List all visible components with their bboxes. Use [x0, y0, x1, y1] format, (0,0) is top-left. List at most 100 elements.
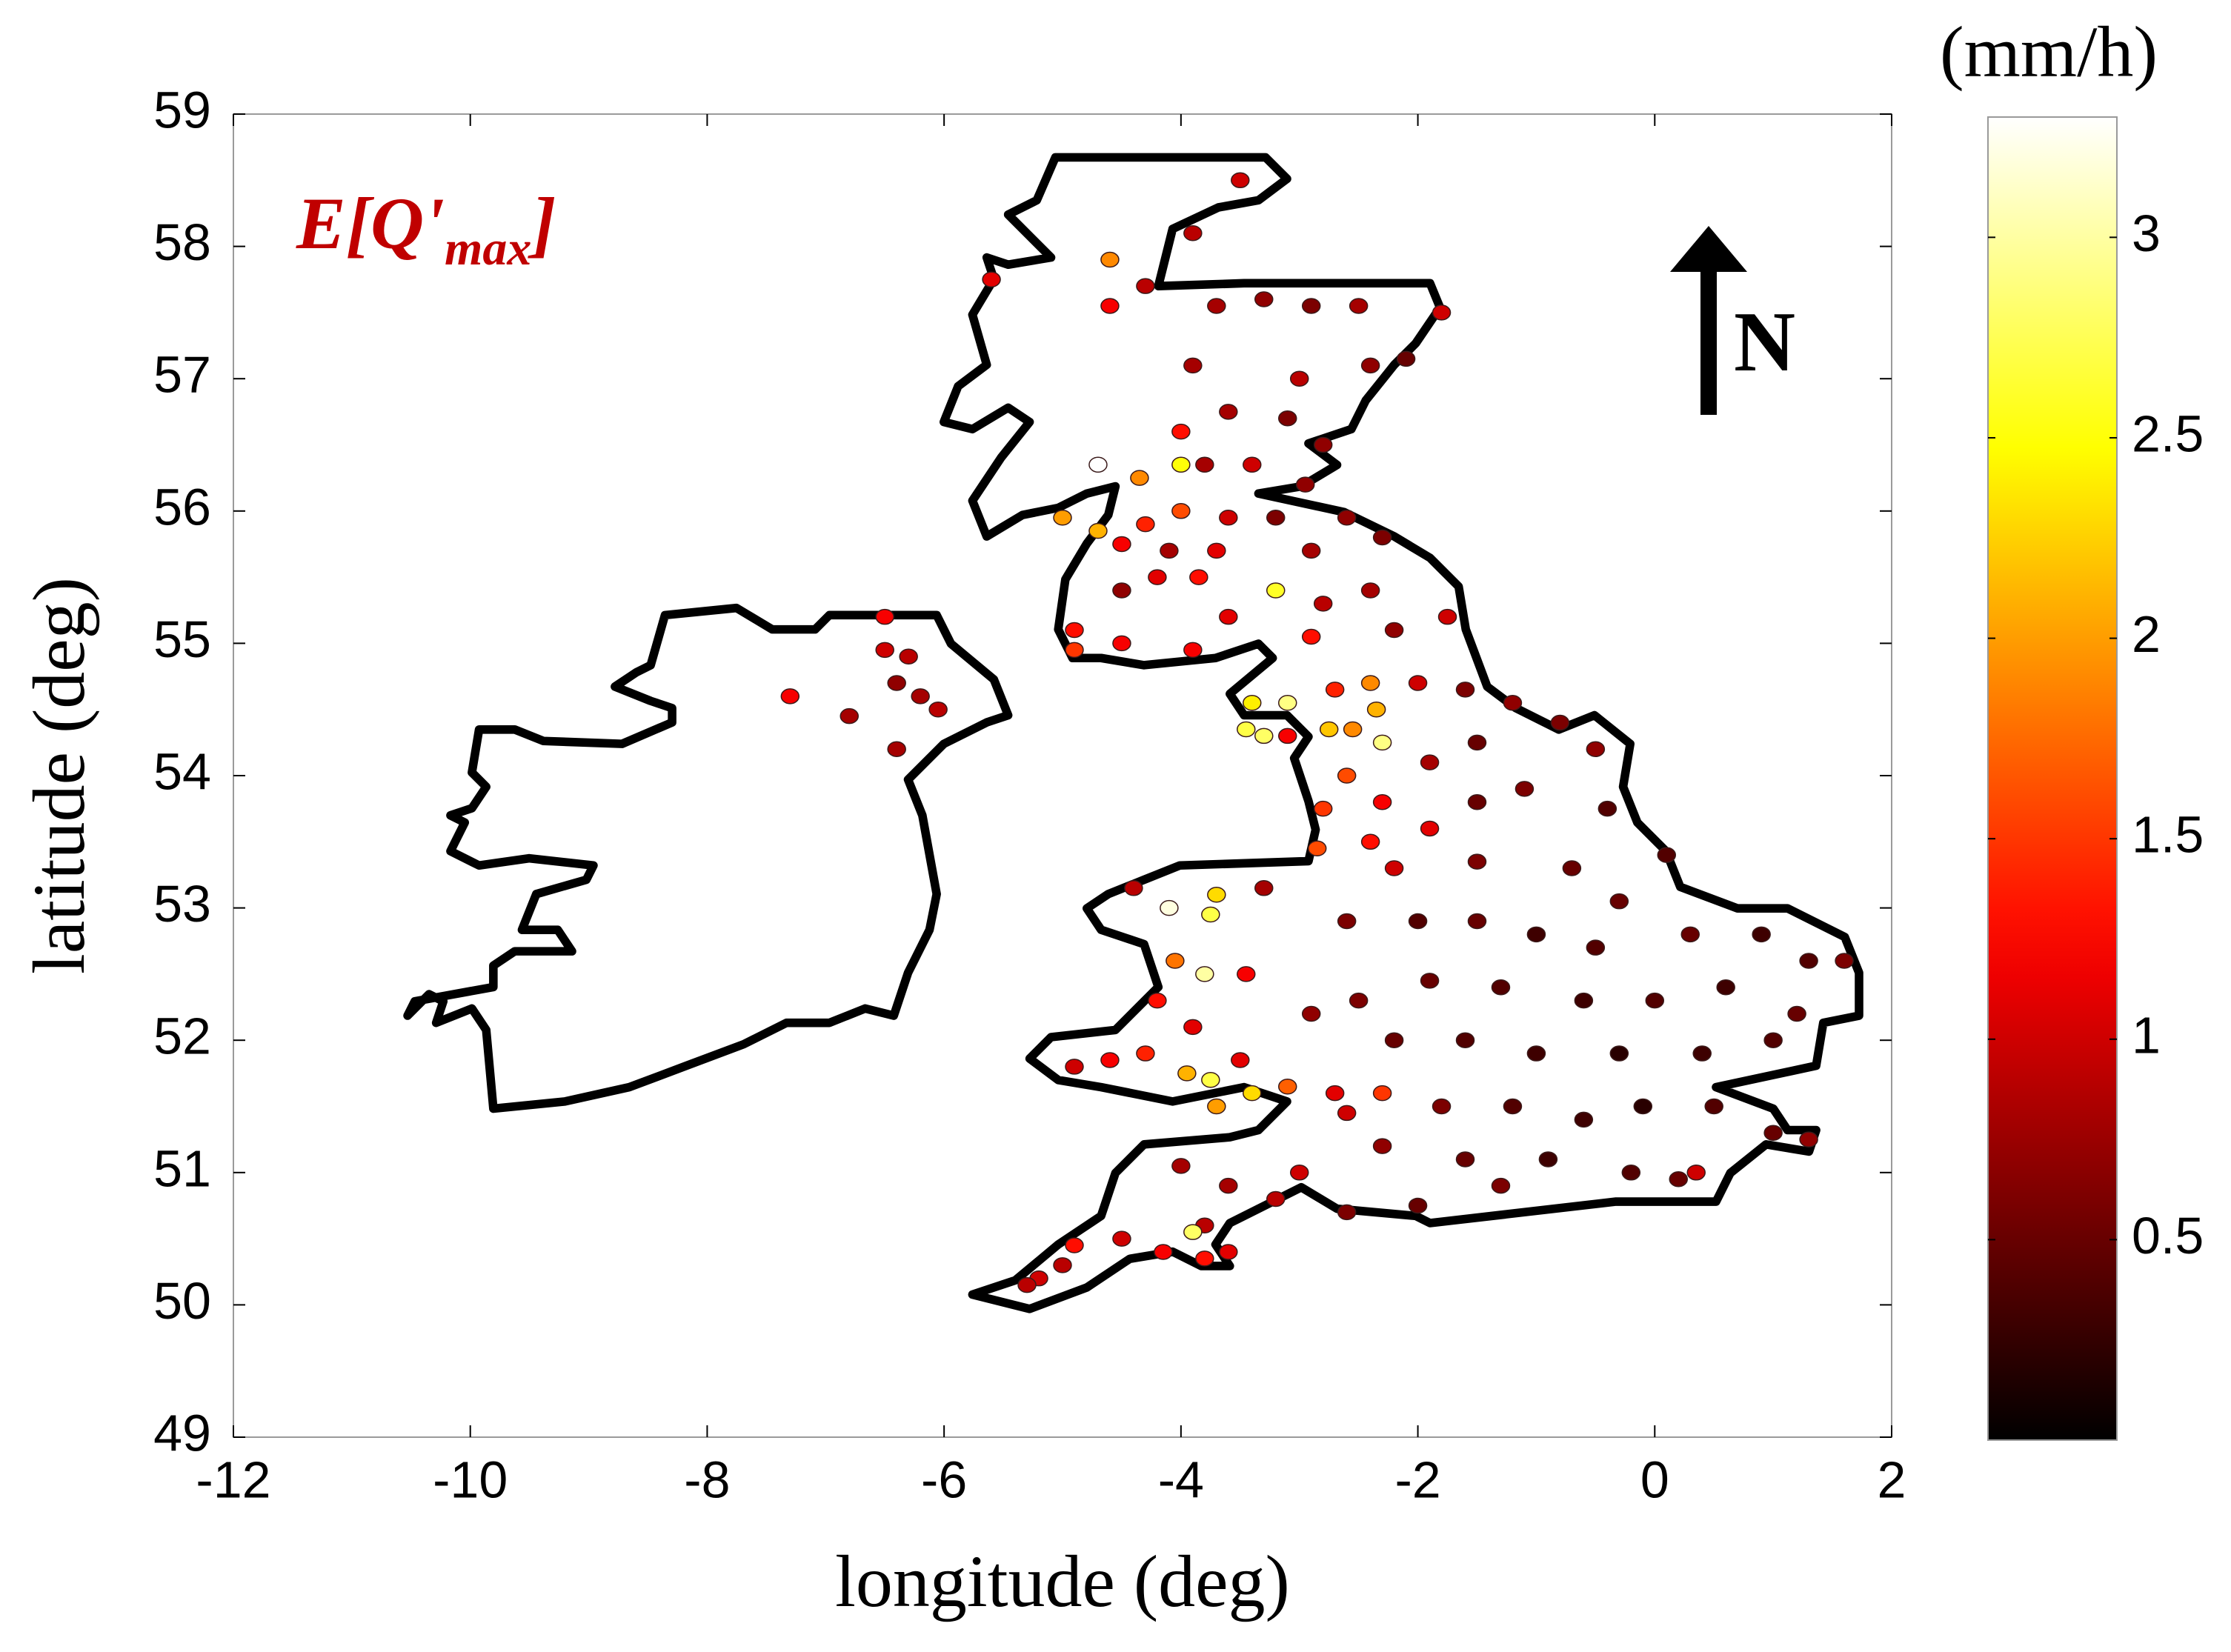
station-point — [982, 271, 1001, 287]
y-tick-label: 56 — [153, 478, 211, 536]
annotation-close: ] — [527, 182, 556, 264]
colorbar-tick-label: 2.5 — [2132, 404, 2204, 462]
station-point — [1183, 224, 1203, 242]
station-point — [1189, 569, 1208, 585]
station-point — [1160, 542, 1179, 559]
station-point — [1372, 529, 1392, 546]
plot-area — [233, 113, 1892, 1438]
annotation-main: E[Q' — [296, 182, 445, 264]
station-point — [1207, 298, 1226, 314]
station-point — [1136, 278, 1155, 294]
station-point — [1455, 682, 1475, 698]
station-point — [1124, 880, 1143, 896]
station-point — [1171, 503, 1191, 519]
great-britain-outline — [940, 153, 1863, 1313]
station-point — [1420, 820, 1440, 837]
station-point — [1065, 642, 1084, 659]
station-point — [1148, 569, 1167, 585]
station-point — [839, 707, 860, 725]
station-point — [1503, 1098, 1523, 1115]
x-tick-label: -10 — [433, 1451, 508, 1508]
station-point — [1337, 767, 1357, 784]
station-point — [1669, 1170, 1689, 1188]
station-point — [1586, 939, 1606, 956]
station-point — [1195, 1250, 1214, 1267]
y-tick-label: 58 — [153, 213, 211, 271]
station-point — [1372, 1138, 1392, 1154]
station-point — [1289, 1165, 1309, 1181]
station-point — [1586, 741, 1606, 758]
x-tick-label: -4 — [1158, 1451, 1204, 1508]
station-point — [1420, 754, 1440, 770]
station-point — [1621, 1165, 1641, 1181]
y-tick-label: 50 — [153, 1272, 211, 1330]
station-point — [875, 608, 894, 625]
y-tick-label: 59 — [153, 81, 211, 139]
station-point — [1237, 966, 1256, 982]
station-point — [1266, 582, 1286, 599]
north-arrow-head — [1670, 226, 1747, 272]
station-point — [1112, 635, 1131, 652]
station-point — [1349, 992, 1369, 1009]
colorbar — [1987, 116, 2118, 1441]
station-point — [1467, 853, 1487, 870]
station-point — [887, 741, 906, 758]
station-point — [1195, 456, 1214, 473]
station-point — [1337, 509, 1357, 526]
station-point — [1183, 1019, 1203, 1036]
station-point — [1574, 992, 1594, 1009]
station-point — [1289, 370, 1309, 387]
station-point — [1088, 456, 1108, 473]
station-point — [1337, 1105, 1357, 1122]
station-point — [1360, 675, 1380, 691]
x-tick-label: 2 — [1878, 1451, 1906, 1508]
station-point — [1372, 1085, 1392, 1102]
station-point — [1432, 304, 1452, 321]
station-point — [1207, 886, 1226, 903]
station-point — [1112, 536, 1131, 553]
station-point — [899, 648, 918, 665]
station-point — [1219, 1177, 1238, 1194]
station-point — [1597, 800, 1617, 817]
station-point — [1515, 781, 1535, 797]
station-point — [1207, 1098, 1226, 1115]
station-point — [1657, 847, 1677, 863]
station-point — [1295, 476, 1315, 493]
station-point — [1154, 1244, 1173, 1260]
station-point — [1408, 675, 1428, 691]
station-point — [1799, 1131, 1818, 1148]
station-point — [1526, 926, 1546, 943]
station-point — [1088, 522, 1108, 539]
station-point — [1231, 1052, 1250, 1068]
station-point — [1136, 1045, 1155, 1062]
station-point — [1183, 357, 1203, 374]
station-point — [1201, 906, 1220, 923]
station-point — [1787, 1005, 1806, 1022]
x-axis-label: longitude (deg) — [835, 1540, 1290, 1622]
station-point — [1301, 298, 1321, 314]
station-point — [1396, 350, 1416, 367]
x-tick-label: -8 — [684, 1451, 730, 1508]
x-tick-label: -12 — [196, 1451, 270, 1508]
station-point — [1325, 1085, 1345, 1102]
station-point — [1243, 456, 1262, 473]
station-point — [1360, 833, 1380, 850]
station-point — [1254, 880, 1274, 896]
station-point — [1680, 926, 1700, 943]
station-point — [1277, 1078, 1297, 1095]
colorbar-tick-label: 1 — [2132, 1006, 2161, 1064]
station-point — [1325, 682, 1345, 698]
y-tick-label: 53 — [153, 875, 211, 933]
station-point — [1231, 172, 1250, 189]
station-point — [1609, 1045, 1629, 1062]
station-point — [1277, 727, 1297, 745]
station-point — [1574, 1111, 1594, 1128]
station-point — [1053, 509, 1072, 526]
station-point — [1065, 1059, 1084, 1075]
colorbar-tick-label: 2 — [2132, 605, 2161, 663]
station-point — [1266, 1190, 1286, 1208]
station-point — [1835, 953, 1854, 969]
station-point — [1130, 470, 1149, 486]
station-point — [875, 642, 894, 659]
station-point — [1337, 913, 1357, 930]
